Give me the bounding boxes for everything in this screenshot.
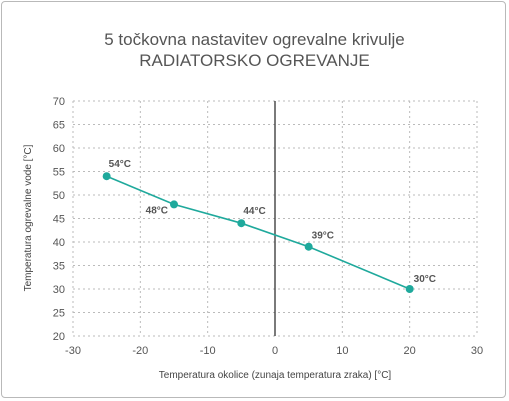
data-point bbox=[405, 285, 414, 293]
x-tick-label: 10 bbox=[336, 345, 348, 357]
data-point bbox=[237, 219, 246, 228]
x-tick-label: 0 bbox=[272, 345, 278, 357]
y-tick-label: 30 bbox=[53, 284, 65, 296]
y-tick-labels: 20 25 30 35 40 45 50 55 60 65 70 bbox=[53, 96, 65, 343]
y-tick-label: 50 bbox=[53, 190, 65, 202]
data-label: 30°C bbox=[414, 274, 436, 285]
x-tick-label: -20 bbox=[132, 345, 148, 357]
x-axis-label: Temperatura okolice (zunaja temperatura … bbox=[159, 370, 392, 381]
x-tick-label: -30 bbox=[65, 345, 81, 357]
y-tick-label: 25 bbox=[53, 308, 65, 320]
y-tick-label: 55 bbox=[53, 167, 65, 179]
y-tick-label: 60 bbox=[53, 143, 65, 155]
x-tick-label: 30 bbox=[471, 345, 483, 357]
y-axis-label: Temperatura ogrevalne vode [°C] bbox=[23, 144, 34, 291]
x-tick-label: -10 bbox=[200, 345, 216, 357]
x-tick-labels: -30 -20 -10 0 10 20 30 bbox=[65, 345, 483, 357]
x-tick-label: 20 bbox=[404, 345, 416, 357]
y-tick-label: 70 bbox=[53, 96, 65, 108]
y-tick-label: 65 bbox=[53, 120, 65, 132]
data-label: 54°C bbox=[109, 159, 131, 170]
data-point bbox=[304, 242, 313, 251]
data-point bbox=[170, 200, 178, 209]
data-label: 39°C bbox=[312, 231, 334, 242]
chart-title: 5 točkovna nastavitev ogrevalne krivulje bbox=[104, 30, 405, 49]
data-label: 48°C bbox=[146, 205, 168, 216]
y-tick-label: 20 bbox=[53, 331, 65, 343]
y-tick-label: 40 bbox=[53, 237, 65, 249]
data-point bbox=[102, 172, 111, 181]
series-line bbox=[106, 175, 410, 290]
series-layer: 54°C 48°C 44°C 39°C 30°C bbox=[102, 159, 436, 293]
data-label: 44°C bbox=[243, 206, 265, 217]
chart-subtitle: RADIATORSKO OGREVANJE bbox=[139, 51, 370, 70]
y-tick-label: 35 bbox=[53, 261, 65, 273]
y-tick-label: 45 bbox=[53, 214, 65, 226]
